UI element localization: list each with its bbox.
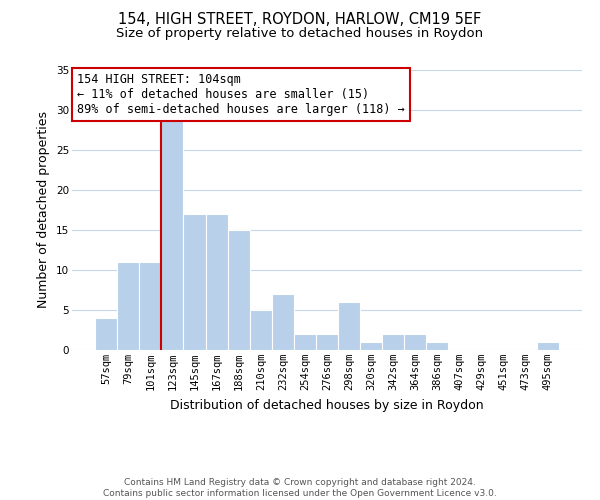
Bar: [272, 294, 294, 350]
Text: 154, HIGH STREET, ROYDON, HARLOW, CM19 5EF: 154, HIGH STREET, ROYDON, HARLOW, CM19 5…: [118, 12, 482, 28]
Bar: [316, 334, 338, 350]
Y-axis label: Number of detached properties: Number of detached properties: [37, 112, 50, 308]
Bar: [227, 230, 250, 350]
Bar: [184, 214, 206, 350]
Text: Size of property relative to detached houses in Roydon: Size of property relative to detached ho…: [116, 28, 484, 40]
Bar: [294, 334, 316, 350]
Bar: [206, 214, 227, 350]
Bar: [404, 334, 427, 350]
Bar: [537, 342, 559, 350]
Bar: [382, 334, 404, 350]
Text: Contains HM Land Registry data © Crown copyright and database right 2024.
Contai: Contains HM Land Registry data © Crown c…: [103, 478, 497, 498]
Bar: [95, 318, 117, 350]
Bar: [360, 342, 382, 350]
Bar: [338, 302, 360, 350]
Text: 154 HIGH STREET: 104sqm
← 11% of detached houses are smaller (15)
89% of semi-de: 154 HIGH STREET: 104sqm ← 11% of detache…: [77, 73, 405, 116]
Bar: [161, 118, 184, 350]
X-axis label: Distribution of detached houses by size in Roydon: Distribution of detached houses by size …: [170, 398, 484, 411]
Bar: [250, 310, 272, 350]
Bar: [139, 262, 161, 350]
Bar: [427, 342, 448, 350]
Bar: [117, 262, 139, 350]
